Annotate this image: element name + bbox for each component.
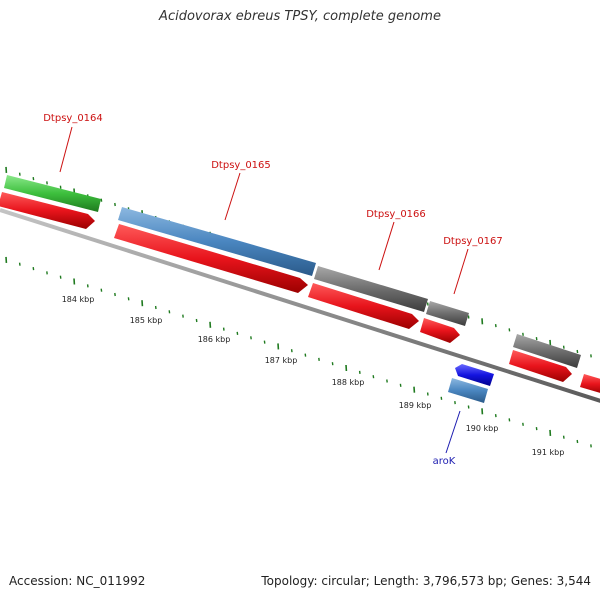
- cds-arrow-4: [420, 318, 460, 343]
- kbp-label-189: 189 kbp: [399, 401, 432, 410]
- leader-dtpsy-0166: [378, 221, 395, 271]
- gene-arok-block: [448, 378, 488, 403]
- footer-stats: Topology: circular; Length: 3,796,573 bp…: [261, 574, 591, 588]
- gene-dtpsy-0166-block: [314, 266, 428, 312]
- leader-dtpsy-0164: [59, 126, 73, 173]
- leader-arok: [445, 410, 461, 454]
- footer-accession: Accession: NC_011992: [9, 574, 146, 588]
- kbp-label-188: 188 kbp: [332, 378, 365, 387]
- cds-arrow-2: [114, 224, 308, 293]
- kbp-label-184: 184 kbp: [62, 295, 95, 304]
- gene-label-dtpsy-0164: Dtpsy_0164: [43, 113, 103, 124]
- kbp-label-186: 186 kbp: [198, 335, 231, 344]
- cds-arrow-3: [308, 283, 419, 329]
- gene-label-dtpsy-0166: Dtpsy_0166: [366, 209, 426, 220]
- kbp-label-191: 191 kbp: [532, 448, 565, 457]
- gene-label-arok: aroK: [433, 456, 456, 467]
- genome-backbone: [0, 208, 600, 403]
- gene-dtpsy-0164-block: [4, 175, 101, 212]
- gene-dtpsy-0165-block: [118, 207, 316, 276]
- gene-label-dtpsy-0167: Dtpsy_0167: [443, 236, 503, 247]
- leader-dtpsy-0167: [453, 248, 469, 295]
- gene-dtpsy-0167-block: [426, 301, 469, 326]
- gene-grey-block-right: [513, 334, 581, 368]
- kbp-label-185: 185 kbp: [130, 316, 163, 325]
- leader-dtpsy-0165: [224, 172, 241, 221]
- gene-blue-reverse-arrow: [455, 364, 494, 386]
- cds-arrow-5: [509, 350, 572, 382]
- cds-arrow-1: [0, 192, 95, 229]
- cds-arrow-6: [580, 374, 600, 393]
- kbp-label-187: 187 kbp: [265, 356, 298, 365]
- map-title: Acidovorax ebreus TPSY, complete genome: [159, 9, 441, 24]
- gene-label-dtpsy-0165: Dtpsy_0165: [211, 160, 271, 171]
- kbp-label-190: 190 kbp: [466, 424, 499, 433]
